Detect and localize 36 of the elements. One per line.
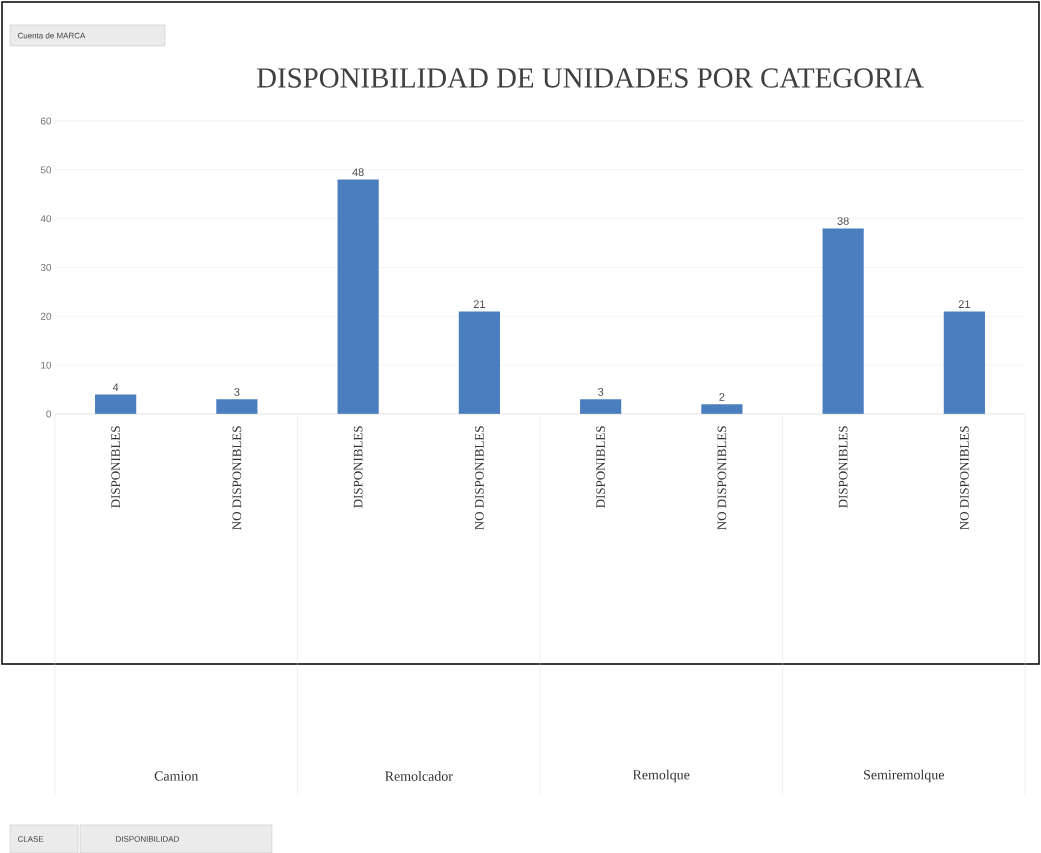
bar xyxy=(95,394,137,414)
x-tick-label: NO DISPONIBLES xyxy=(717,426,727,530)
y-tick-label: 0 xyxy=(46,410,52,418)
data-label: 4 xyxy=(112,383,119,391)
x-tick-label: DISPONIBLES xyxy=(596,426,605,508)
y-tick-label: 30 xyxy=(40,263,52,271)
data-label: 2 xyxy=(719,392,725,401)
text: Camion xyxy=(154,771,199,781)
data-label: 38 xyxy=(837,217,849,225)
bar xyxy=(943,311,985,414)
x-tick-label: DISPONIBLES xyxy=(111,426,120,508)
text: Remolque xyxy=(632,769,690,783)
bar xyxy=(701,404,743,414)
y-tick-label: 10 xyxy=(41,361,52,369)
data-label: 48 xyxy=(352,168,364,176)
x-tick-label: DISPONIBLES xyxy=(353,426,363,508)
y-tick-label: 40 xyxy=(40,215,52,223)
bar xyxy=(337,179,379,414)
x-tick-label: NO DISPONIBLES xyxy=(960,426,969,530)
text: Remolcador xyxy=(385,770,453,781)
x-tick-label: DISPONIBLES xyxy=(838,426,848,508)
text: Semiremolque xyxy=(864,769,944,783)
chart-title: DISPONIBILIDAD DE UNIDADES POR CATEGORIA xyxy=(256,68,924,88)
data-label: 21 xyxy=(473,300,485,308)
data-label: 3 xyxy=(598,387,604,396)
y-tick-label: 60 xyxy=(40,117,52,125)
bar xyxy=(458,311,500,414)
data-label: 3 xyxy=(234,387,240,396)
y-tick-label: 50 xyxy=(40,166,52,174)
bar xyxy=(822,228,864,414)
x-tick-label: NO DISPONIBLES xyxy=(232,426,242,530)
x-tick-label: NO DISPONIBLES xyxy=(475,426,484,530)
bar xyxy=(580,399,622,414)
y-tick-label: 20 xyxy=(40,312,52,320)
data-label: 21 xyxy=(958,300,970,308)
bar xyxy=(216,399,258,414)
